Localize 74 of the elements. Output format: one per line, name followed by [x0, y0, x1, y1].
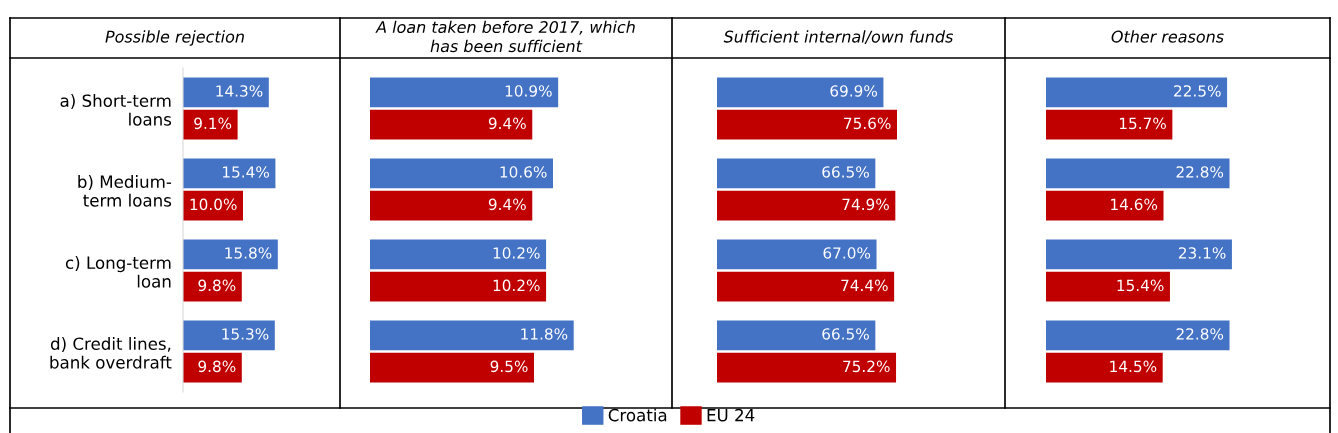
data-label: 14.3%	[216, 85, 263, 97]
bar	[370, 77, 559, 108]
chart-title: Sufficient internal/own funds	[723, 30, 954, 44]
data-label: 74.9%	[842, 198, 889, 211]
y-tick-label: d) Credit lines, bank overdraft	[50, 337, 172, 369]
data-label: 9.4%	[488, 117, 526, 130]
bar	[717, 271, 895, 302]
bar	[183, 239, 278, 270]
data-label: 23.1%	[1178, 247, 1226, 259]
bar	[717, 77, 884, 108]
bar	[370, 190, 533, 221]
data-label: 10.0%	[190, 198, 237, 211]
bar	[183, 271, 242, 302]
legend-label: Croatia	[608, 408, 667, 422]
bar	[370, 239, 547, 270]
bar	[717, 352, 897, 383]
data-label: 15.3%	[222, 328, 269, 340]
data-label: 9.5%	[490, 360, 528, 373]
data-label: 15.4%	[1117, 279, 1164, 292]
data-label: 75.6%	[844, 117, 891, 130]
chart-title: Other reasons	[1111, 30, 1224, 43]
bar	[370, 158, 553, 189]
data-label: 74.4%	[841, 279, 888, 292]
data-label: 66.5%	[822, 166, 869, 178]
y-tick-label: a) Short-term loans	[60, 94, 172, 126]
bar	[1046, 109, 1173, 140]
bar	[183, 109, 238, 140]
bar	[1046, 190, 1164, 221]
bar	[717, 239, 877, 270]
y-tick-label: c) Long-term loan	[65, 256, 171, 288]
bar	[370, 320, 574, 351]
data-label: 14.5%	[1110, 360, 1157, 373]
data-label: 67.0%	[823, 247, 871, 259]
data-label: 9.8%	[198, 360, 236, 373]
bar	[370, 271, 547, 302]
bar	[717, 190, 896, 221]
data-label: 10.2%	[493, 279, 540, 292]
data-label: 10.2%	[493, 247, 540, 259]
data-label: 9.1%	[194, 117, 232, 130]
bar	[370, 352, 534, 383]
data-label: 10.9%	[505, 85, 552, 97]
bar	[717, 158, 876, 189]
y-tick-label: b) Medium- term loans	[78, 175, 172, 207]
data-label: 9.4%	[488, 198, 526, 211]
data-label: 9.8%	[198, 279, 236, 292]
data-label: 22.5%	[1174, 85, 1221, 97]
data-label: 10.6%	[500, 166, 547, 178]
legend-label: EU 24	[707, 408, 755, 422]
bar	[183, 77, 269, 108]
bar	[183, 190, 244, 221]
data-label: 15.8%	[225, 247, 272, 259]
bar	[370, 109, 533, 140]
data-label: 15.4%	[223, 166, 270, 178]
bar	[183, 320, 275, 351]
bar	[1046, 271, 1170, 302]
data-label: 69.9%	[830, 85, 878, 97]
bar	[1046, 77, 1228, 108]
chart-title: A loan taken before 2017, which has been sufficient	[375, 20, 635, 53]
data-label: 11.8%	[521, 328, 568, 340]
bar	[183, 352, 242, 383]
bar	[1046, 320, 1230, 351]
data-label: 66.5%	[822, 328, 869, 340]
bar	[1046, 158, 1230, 189]
data-label: 14.6%	[1111, 198, 1158, 211]
bar	[717, 109, 897, 140]
data-label: 15.7%	[1119, 117, 1166, 130]
chart-title: Possible rejection	[105, 30, 244, 46]
data-label: 75.2%	[843, 360, 890, 373]
bar	[1046, 239, 1232, 270]
data-label: 22.8%	[1176, 166, 1224, 178]
bar	[183, 158, 276, 189]
bar	[717, 320, 876, 351]
data-label: 22.8%	[1176, 328, 1224, 340]
bar	[1046, 352, 1163, 383]
